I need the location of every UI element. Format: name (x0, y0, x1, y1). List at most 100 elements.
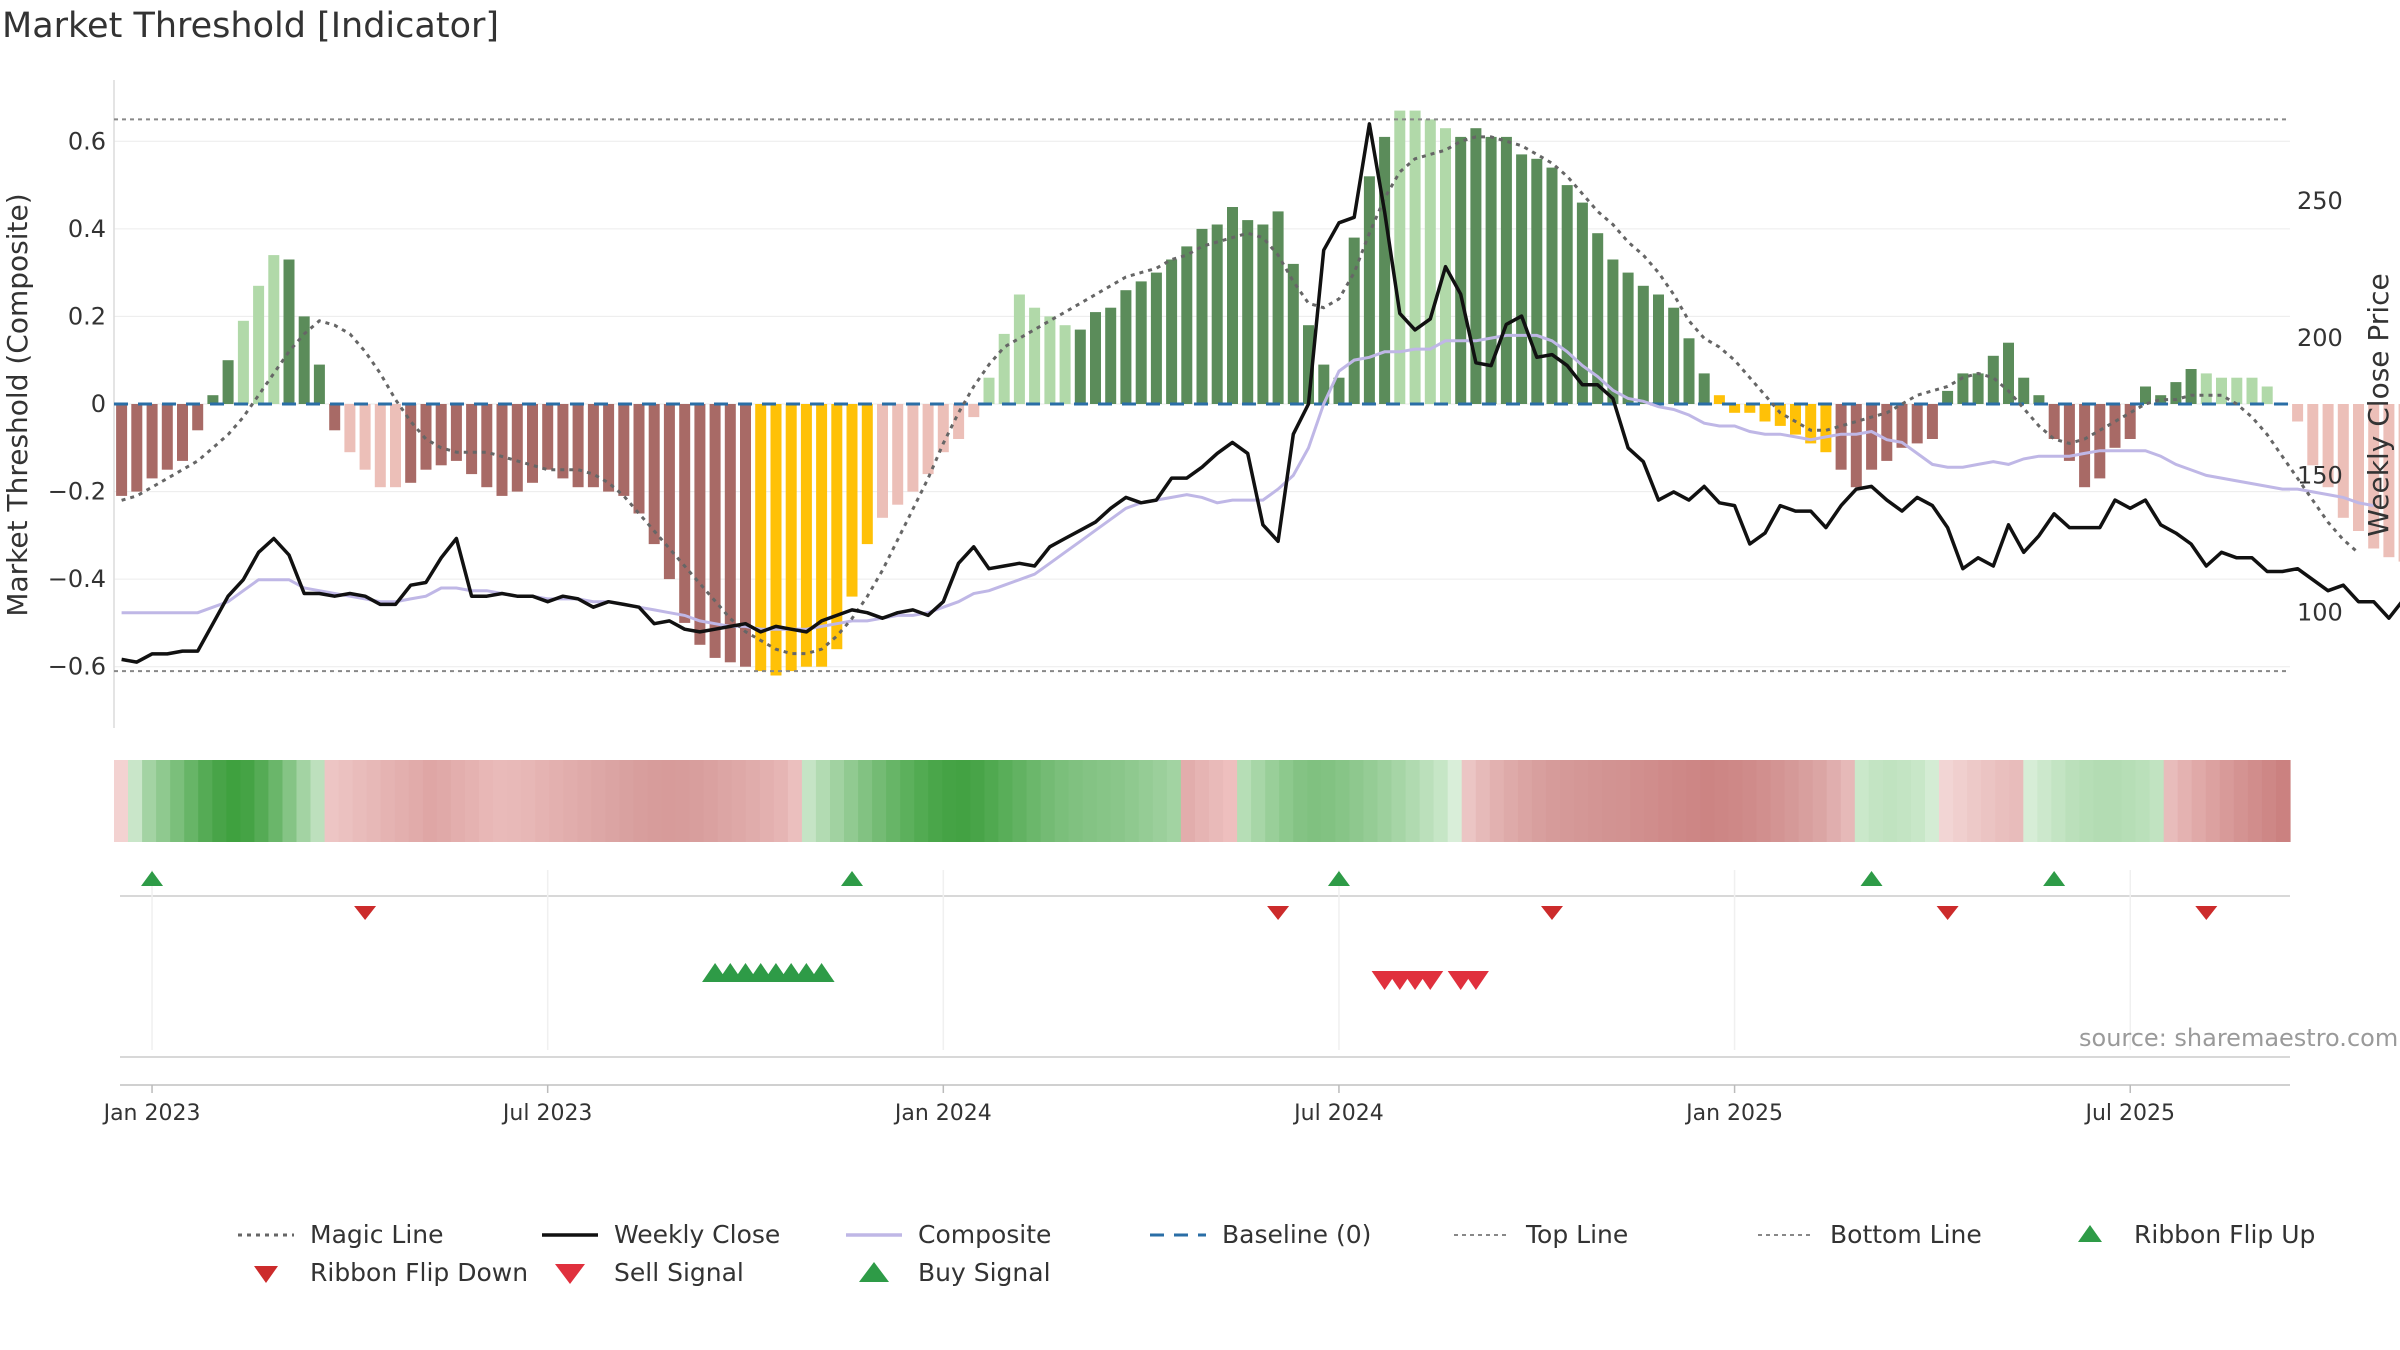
composite-bar (1227, 207, 1238, 404)
ribbon-flip-up-marker (141, 871, 164, 886)
composite-bar (1074, 329, 1086, 404)
composite-bar (2261, 386, 2273, 404)
composite-bar (2048, 404, 2060, 439)
composite-bar (937, 404, 949, 453)
ribbon-cell (745, 760, 761, 842)
ribbon-cell (352, 760, 368, 842)
magic-line (121, 135, 2360, 656)
ribbon-cell (1896, 760, 1912, 842)
composite-bar (557, 404, 569, 479)
composite-bar (1303, 325, 1314, 404)
ribbon-cell (2233, 760, 2249, 842)
bottom-line-swatch (1758, 1234, 1814, 1236)
composite-bar (177, 404, 188, 461)
ribbon-cell (942, 760, 957, 842)
composite-bar (1576, 202, 1588, 404)
composite-bar (1820, 404, 1832, 453)
composite-bar (1135, 281, 1147, 404)
x-axis: Jan 2023 Jul 2023 Jan 2024 Jul 2024 Jan 2025… (102, 1084, 2290, 1126)
composite-bar (237, 320, 249, 404)
ribbon-cell (619, 760, 634, 842)
composite-bar (481, 404, 493, 488)
ribbon-cell (717, 760, 733, 842)
ribbon-cell (1489, 760, 1505, 842)
ribbon-cell (1602, 760, 1617, 842)
ribbon-cell (1461, 760, 1477, 842)
composite-bar (2185, 369, 2197, 404)
ribbon-cell (1517, 760, 1533, 842)
y-tick-label: 0 (91, 390, 106, 418)
ribbon-cell (984, 760, 999, 842)
ribbon-cell (1742, 760, 1758, 842)
ribbon-cell (465, 760, 480, 842)
ribbon-flip-down-marker (2195, 906, 2218, 920)
composite-bar (1835, 404, 1847, 470)
ribbon-cell (759, 760, 775, 842)
ribbon-cell (549, 760, 564, 842)
composite-bar (511, 404, 523, 492)
composite-bar (740, 404, 751, 667)
y-tick-label: −0.2 (48, 478, 106, 506)
ribbon-cell (1574, 760, 1589, 842)
ribbon-cell (563, 760, 578, 842)
composite-bar (1987, 355, 1999, 404)
ribbon-cell (1798, 760, 1814, 842)
ribbon-cell (2219, 760, 2235, 842)
ribbon-cell (156, 760, 171, 842)
ribbon-cell (1082, 760, 1098, 842)
ribbon-cell (1068, 760, 1084, 842)
ribbon-cell (647, 760, 663, 842)
composite-bar (390, 404, 401, 488)
ribbon-cell (1911, 760, 1926, 842)
y-tick-label: 0.2 (68, 302, 106, 330)
composite-bar (1607, 259, 1619, 404)
y-tick-label: 0.6 (68, 127, 106, 155)
ribbon-flip-down-marker (354, 906, 377, 920)
flip-up-swatch (2078, 1225, 2102, 1242)
composite-bar (2231, 377, 2243, 404)
ribbon-cell (970, 760, 985, 842)
ribbon-cell (1321, 760, 1336, 842)
composite-bar (2079, 404, 2091, 488)
ribbon-cell (1279, 760, 1294, 842)
x-tick-label: Jul 2025 (2083, 1101, 2175, 1126)
ribbon-cell (1854, 760, 1870, 842)
ribbon-cell (689, 760, 705, 842)
composite-bar (1013, 294, 1025, 404)
ribbon-cell (1672, 760, 1687, 842)
legend-label: Baseline (0) (1222, 1220, 1372, 1249)
legend-label: Magic Line (310, 1220, 444, 1249)
ribbon-cell (1658, 760, 1673, 842)
ribbon-cell (2093, 760, 2109, 842)
y2-tick-label: 250 (2297, 187, 2343, 215)
ribbon-cell (2177, 760, 2193, 842)
composite-bar (450, 404, 462, 461)
ribbon-cell (450, 760, 466, 842)
ribbon-cell (773, 760, 789, 842)
composite-bar (2200, 373, 2212, 404)
composite-bar (1500, 136, 1512, 404)
ribbon-cell (1054, 760, 1070, 842)
y-tick-label: −0.4 (48, 565, 106, 593)
composite-bar (922, 404, 934, 475)
ribbon-cell (2023, 760, 2038, 842)
y2-tick-label: 200 (2297, 324, 2343, 352)
composite-bar (846, 404, 858, 597)
ribbon-cell (1180, 760, 1196, 842)
top-line-swatch (1454, 1234, 1510, 1236)
source-note: source: sharemaestro.com (2079, 1024, 2399, 1052)
ribbon-cell (1995, 760, 2010, 842)
composite-bar (2155, 395, 2167, 404)
ribbon-cell (1616, 760, 1631, 842)
ribbon-cell (2261, 760, 2277, 842)
ribbon-cell (226, 760, 241, 842)
ribbon-cell (1756, 760, 1772, 842)
ribbon-cell (408, 760, 424, 842)
composite-bar (1698, 373, 1710, 404)
composite-bar (283, 259, 295, 404)
composite-bar (603, 404, 615, 492)
ribbon-flip-down-marker (1540, 906, 1563, 920)
ribbon-cell (1784, 760, 1800, 842)
composite-bar (1272, 211, 1284, 404)
ribbon-cell (1433, 760, 1449, 842)
